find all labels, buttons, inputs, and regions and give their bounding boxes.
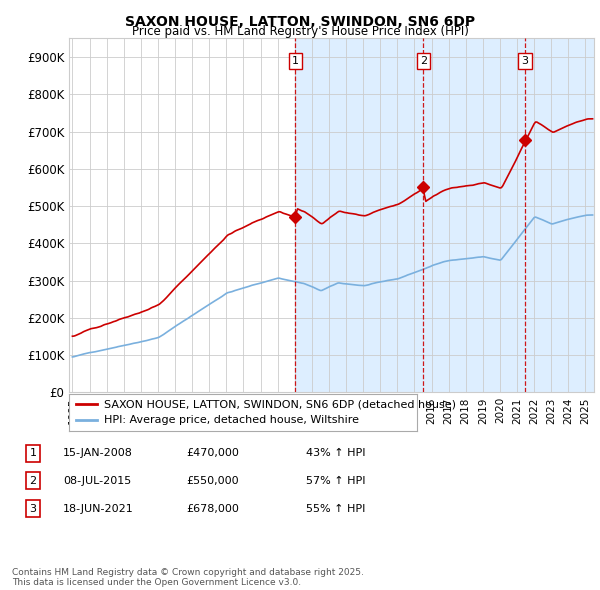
Text: £678,000: £678,000 [186,504,239,513]
Bar [295,38,424,392]
Text: 1: 1 [29,448,37,458]
Text: Contains HM Land Registry data © Crown copyright and database right 2025.
This d: Contains HM Land Registry data © Crown c… [12,568,364,587]
Text: 3: 3 [521,57,529,66]
Text: £550,000: £550,000 [186,476,239,486]
Text: SAXON HOUSE, LATTON, SWINDON, SN6 6DP: SAXON HOUSE, LATTON, SWINDON, SN6 6DP [125,15,475,29]
Text: 43% ↑ HPI: 43% ↑ HPI [306,448,365,458]
Text: 3: 3 [29,504,37,513]
Text: Price paid vs. HM Land Registry's House Price Index (HPI): Price paid vs. HM Land Registry's House … [131,25,469,38]
Text: 15-JAN-2008: 15-JAN-2008 [63,448,133,458]
Text: £470,000: £470,000 [186,448,239,458]
Text: 55% ↑ HPI: 55% ↑ HPI [306,504,365,513]
Text: 57% ↑ HPI: 57% ↑ HPI [306,476,365,486]
Text: 08-JUL-2015: 08-JUL-2015 [63,476,131,486]
Bar [525,38,594,392]
Text: 1: 1 [292,57,299,66]
Text: 2: 2 [420,57,427,66]
Bar [424,38,525,392]
Text: 2: 2 [29,476,37,486]
Text: 18-JUN-2021: 18-JUN-2021 [63,504,134,513]
Text: HPI: Average price, detached house, Wiltshire: HPI: Average price, detached house, Wilt… [104,415,359,425]
Text: SAXON HOUSE, LATTON, SWINDON, SN6 6DP (detached house): SAXON HOUSE, LATTON, SWINDON, SN6 6DP (d… [104,399,456,409]
